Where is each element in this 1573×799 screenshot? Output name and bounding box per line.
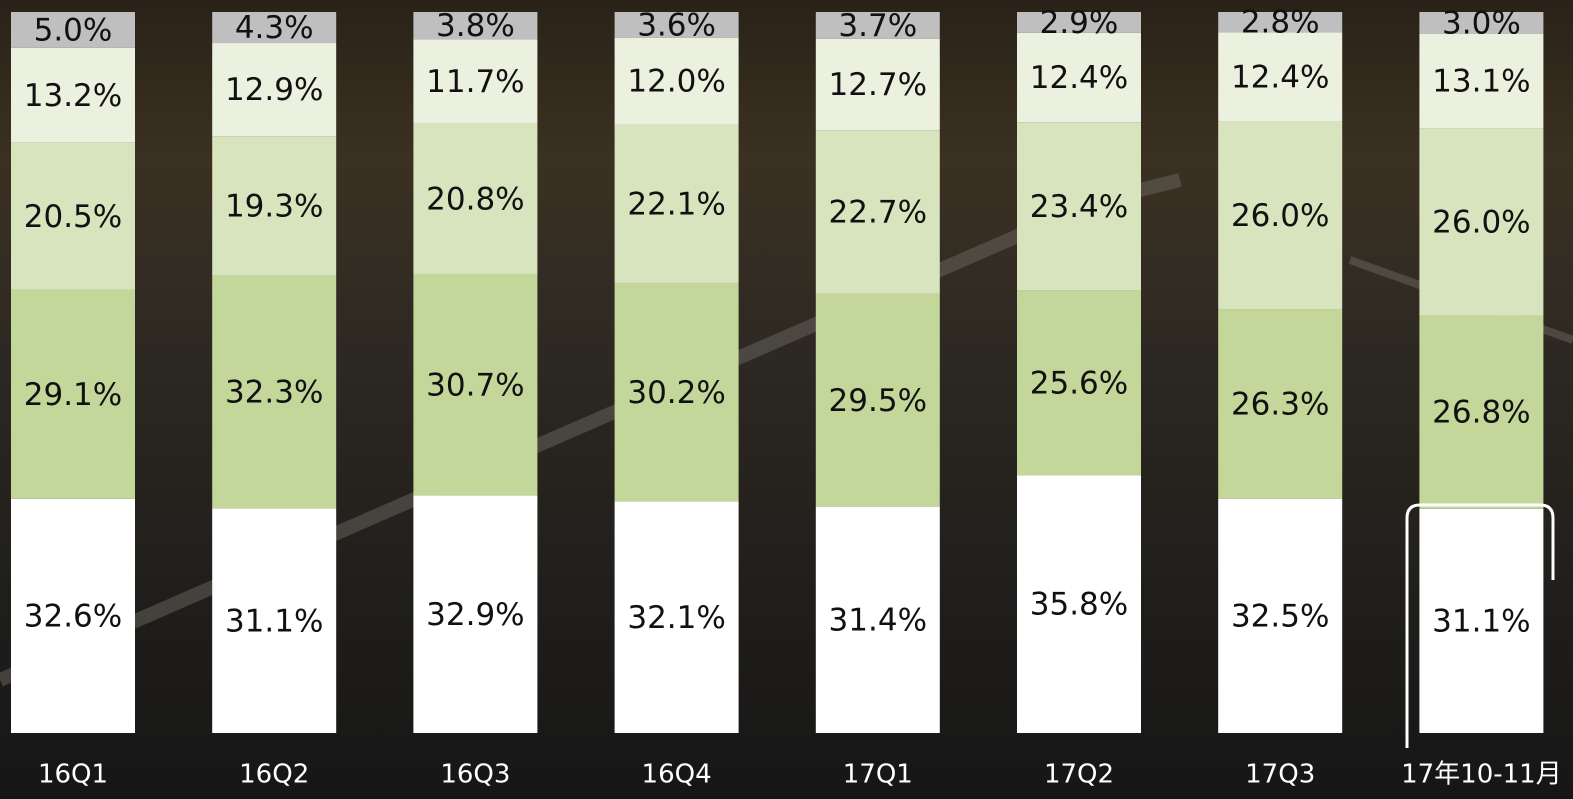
bar-segment [1218,32,1343,122]
data-label: 31.4% [829,602,927,638]
data-label: 35.8% [1030,587,1128,623]
data-label: 20.5% [24,199,122,235]
data-label: 3.7% [838,8,917,44]
bar-segment [1218,121,1343,310]
bar-segment [1218,12,1343,33]
x-tick-label: 17Q2 [1044,760,1114,790]
bar-segment [413,12,538,40]
bar-segment [212,275,337,509]
data-label: 22.1% [627,187,725,223]
bar-segment [11,289,135,499]
data-label: 26.0% [1231,198,1329,234]
bar-segment [614,501,739,733]
bar-segment [413,123,538,274]
bar-segment [815,38,940,131]
x-tick-label: 17Q3 [1245,760,1315,790]
bar-segment [11,12,135,48]
data-label: 32.3% [225,374,323,410]
data-label: 32.1% [627,600,725,636]
data-label: 31.1% [225,603,323,639]
data-label: 29.5% [829,383,927,419]
x-tick-label: 17Q1 [843,760,913,790]
bar-segment [614,283,739,502]
bar-segment [11,498,135,733]
x-tick-label: 17年10-11月 [1401,760,1562,790]
x-tick-label: 16Q2 [239,760,309,790]
bar-segment [1017,32,1141,123]
data-label: 20.8% [426,181,524,217]
data-label: 2.9% [1040,5,1119,41]
data-label: 26.0% [1432,204,1530,240]
plot: 32.6% 29.1% 20.5% 13.2% 5.0% 16Q1 31.1% 32.3% 19… [11,5,1562,790]
bar-segment [1419,128,1544,316]
x-tick-label: 16Q4 [642,760,712,790]
data-label: 12.4% [1231,59,1329,95]
data-label: 13.1% [1432,63,1530,99]
x-tick-label: 16Q3 [440,760,510,790]
bar-segment [815,12,940,39]
data-label: 29.1% [24,377,122,413]
data-label: 12.7% [829,67,927,103]
bar-segment [1017,12,1141,33]
data-label: 12.4% [1030,60,1128,96]
bar-segment [1017,122,1141,291]
data-label: 22.7% [829,195,927,231]
data-label: 11.7% [426,64,524,100]
bar-segment [1218,498,1343,733]
data-label: 30.2% [627,375,725,411]
bar-segment [212,508,337,733]
data-label: 19.3% [225,188,323,224]
bar-segment [413,39,538,124]
bar-segment [815,506,940,733]
bar-segment [1419,12,1544,34]
data-label: 32.5% [1231,598,1329,634]
data-label: 25.6% [1030,365,1128,401]
bar-segment [1419,315,1544,509]
highlight-bracket [1405,503,1555,748]
bar-segment [413,273,538,496]
bar-segment [11,142,135,290]
data-label: 3.8% [436,8,515,44]
bar-segment [212,43,337,137]
data-label: 26.8% [1432,395,1530,431]
data-label: 13.2% [24,78,122,114]
data-label: 26.3% [1231,386,1329,422]
bar-segment [1017,290,1141,476]
data-label: 4.3% [235,10,314,46]
bar-segment [614,124,739,284]
bar-segment [1419,33,1544,129]
bar-segment [212,12,337,44]
bar-segment [614,37,739,125]
bar-segment [1218,309,1343,499]
data-label: 31.1% [1432,603,1530,639]
data-label: 2.8% [1241,5,1320,41]
data-label: 12.0% [627,64,725,100]
bar-segment [212,136,337,276]
bar-segment [413,495,538,733]
data-label: 3.6% [637,7,716,43]
data-label: 5.0% [34,12,113,48]
bar-segment [815,130,940,294]
data-label: 30.7% [426,367,524,403]
x-tick-label: 16Q1 [38,760,108,790]
data-label: 23.4% [1030,189,1128,225]
bar-segment [1017,475,1141,733]
data-label: 12.9% [225,72,323,108]
bar-segment [11,47,135,143]
data-label: 32.9% [426,597,524,633]
bar-segment [815,293,940,507]
bar-segment [1419,508,1544,733]
data-label: 32.6% [24,598,122,634]
bar-segment [614,12,739,38]
data-label: 3.0% [1442,5,1521,41]
